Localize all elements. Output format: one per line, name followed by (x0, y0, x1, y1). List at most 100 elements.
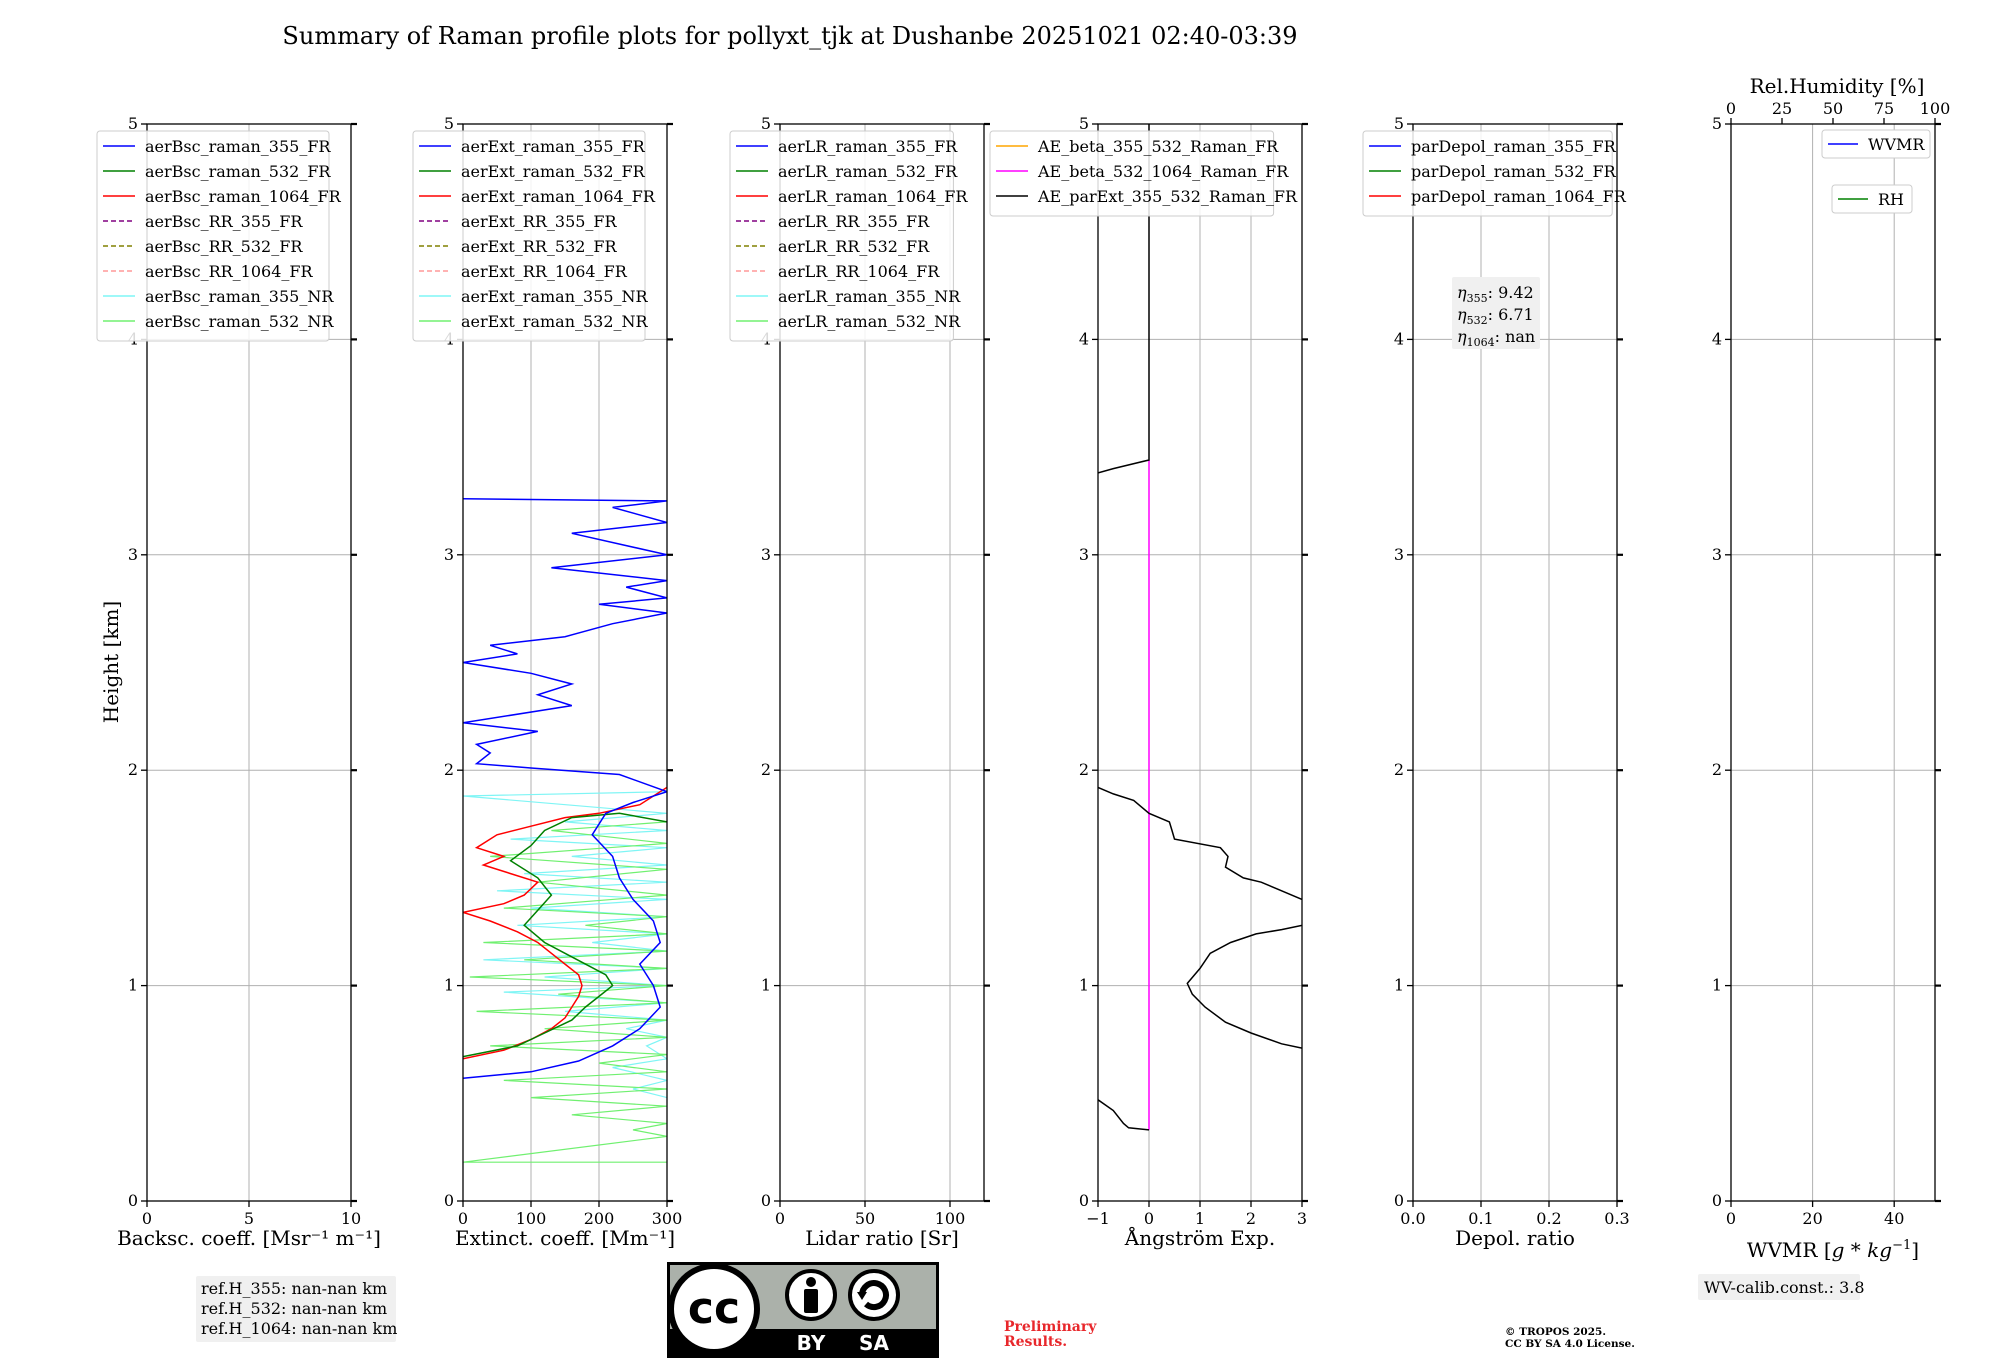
series-aerext-raman-532-fr (463, 812, 667, 1058)
legend-label: aerLR_raman_355_FR (778, 137, 958, 156)
rh-top-axis-label: Rel.Humidity [%] (1750, 74, 1925, 98)
legend-label: aerBsc_RR_1064_FR (145, 262, 314, 281)
y-tick-label: 4 (1712, 329, 1722, 348)
eta-532: η532: 6.71 (1457, 305, 1534, 327)
y-tick-label: 2 (1079, 760, 1089, 779)
x-axis-label-part: g (1832, 1238, 1845, 1262)
cc-sa-label: SA (859, 1331, 889, 1355)
legend-frame (96, 130, 330, 342)
legend-label: aerExt_RR_355_FR (461, 212, 618, 231)
y-tick-label: 2 (1712, 760, 1722, 779)
top-x-tick-label: 50 (1823, 99, 1843, 118)
copyright-note: © TROPOS 2025. CC BY SA 4.0 License. (1505, 1326, 1635, 1350)
x-tick-label: 0.0 (1400, 1209, 1425, 1228)
legend-label: AE_beta_355_532_Raman_FR (1037, 137, 1279, 156)
panel-depol: 0 1 2 3 4 5 0.0 0.1 0.2 0.3 Depol. ratio parDepol_r… (1362, 114, 1630, 1250)
x-axis-label: Lidar ratio [Sr] (805, 1226, 959, 1250)
y-tick-label: 3 (128, 545, 138, 564)
legend-label: aerBsc_RR_355_FR (145, 212, 303, 231)
x-tick-label: 100 (516, 1209, 547, 1228)
series-ae-parext-355-532-raman-fr-lower- (1098, 1099, 1150, 1131)
top-x-tick-label: 75 (1874, 99, 1894, 118)
y-tick-label: 1 (761, 976, 771, 995)
y-tick-label: 3 (1079, 545, 1089, 564)
legend-label: aerExt_raman_532_FR (461, 162, 646, 181)
ref-height-box: ref.H_355: nan-nan km ref.H_532: nan-nan… (196, 1276, 397, 1342)
panel-lidar_ratio: 012345050100Lidar ratio [Sr]aerLR_raman_… (729, 114, 990, 1250)
y-tick-label: 0 (1712, 1191, 1722, 1210)
legend-label: aerBsc_raman_532_FR (145, 162, 331, 181)
legend-label: aerLR_raman_532_NR (778, 312, 961, 331)
x-axis-label: WVMR [g * kg−1] (1747, 1238, 1919, 1262)
legend: parDepol_raman_355_FR parDepol_raman_532_… (1362, 130, 1627, 217)
eta-sub: 532 (1467, 314, 1488, 327)
legend-label: aerExt_RR_532_FR (461, 237, 618, 256)
y-tick-label: 1 (128, 976, 138, 995)
x-tick-label: 0.1 (1468, 1209, 1493, 1228)
y-tick-label: 0 (761, 1191, 771, 1210)
y-tick-label: 2 (444, 760, 454, 779)
x-tick-label: −1 (1086, 1209, 1110, 1228)
ref-height-532: ref.H_532: nan-nan km (201, 1299, 387, 1318)
x-tick-label: 20 (1802, 1209, 1822, 1228)
legend-rh: RH (1831, 184, 1913, 214)
ref-height-355: ref.H_355: nan-nan km (201, 1279, 387, 1298)
series-aerext-raman-355-fr (463, 498, 667, 1079)
x-tick-label: 200 (584, 1209, 615, 1228)
series-group (463, 498, 667, 1163)
axes-frame (779, 123, 985, 1202)
legend-label: aerBsc_raman_355_FR (145, 137, 331, 156)
legend-label: aerExt_raman_532_NR (461, 312, 649, 331)
legend-label: aerBsc_RR_532_FR (145, 237, 303, 256)
eta-value: : 6.71 (1488, 305, 1534, 324)
x-axis-label-part: ] (1911, 1238, 1919, 1262)
ref-height-1064: ref.H_1064: nan-nan km (201, 1319, 397, 1338)
x-axis-label: Depol. ratio (1455, 1226, 1575, 1250)
legend-label: aerLR_raman_355_NR (778, 287, 961, 306)
legend-label: aerLR_raman_532_FR (778, 162, 958, 181)
x-tick-label: 300 (652, 1209, 683, 1228)
cc-logo-icon (668, 1263, 760, 1355)
legend-label: aerBsc_raman_355_NR (145, 287, 334, 306)
x-axis-label-part: kg (1867, 1238, 1892, 1262)
legend-label: aerBsc_raman_532_NR (145, 312, 334, 331)
eta-sub: 355 (1467, 292, 1488, 305)
preliminary-results-note: Preliminary Results. (1004, 1320, 1096, 1350)
legend-label: WVMR (1868, 135, 1925, 154)
y-tick-label: 2 (1394, 760, 1404, 779)
share-alike-icon (848, 1269, 900, 1321)
y-tick-label: 2 (761, 760, 771, 779)
preliminary-line1: Preliminary (1004, 1319, 1097, 1335)
y-tick-label: 5 (128, 114, 138, 133)
top-x-tick-label: 100 (1920, 99, 1951, 118)
y-tick-label: 3 (444, 545, 454, 564)
x-tick-label: 1 (1195, 1209, 1205, 1228)
panel-backscatter: 0123450510Backsc. coeff. [Msr⁻¹ m⁻¹]aerB… (96, 114, 381, 1250)
legend-label: aerExt_raman_1064_FR (461, 187, 656, 206)
copyright-line2: CC BY SA 4.0 License. (1505, 1338, 1635, 1350)
y-tick-label: 5 (444, 114, 454, 133)
axes-frame (1730, 123, 1936, 1202)
axes-frame (1412, 123, 1618, 1202)
x-tick-label: 3 (1297, 1209, 1307, 1228)
legend-frame (412, 130, 646, 342)
series-ae-parext-355-532-raman-fr-middle- (1186, 924, 1302, 1049)
x-tick-label: 50 (855, 1209, 875, 1228)
y-tick-label: 3 (1394, 545, 1404, 564)
y-axis-label: Height [km] (99, 601, 123, 723)
x-axis-label: Ångström Exp. (1124, 1225, 1275, 1250)
y-tick-label: 0 (1079, 1191, 1089, 1210)
wv-calib-box: WV-calib.const.: 3.8 (1698, 1274, 1865, 1300)
legend-label: RH (1878, 190, 1904, 209)
series-ae-parext-355-532-raman-fr-upper- (1098, 786, 1302, 901)
annotation-box (1452, 277, 1540, 349)
legend-wvmr: WVMR (1821, 129, 1931, 159)
legend-label: AE_parExt_355_532_Raman_FR (1037, 187, 1298, 206)
y-tick-label: 1 (444, 976, 454, 995)
eta-value: : 9.42 (1488, 283, 1534, 302)
legend-frame (1362, 130, 1613, 217)
